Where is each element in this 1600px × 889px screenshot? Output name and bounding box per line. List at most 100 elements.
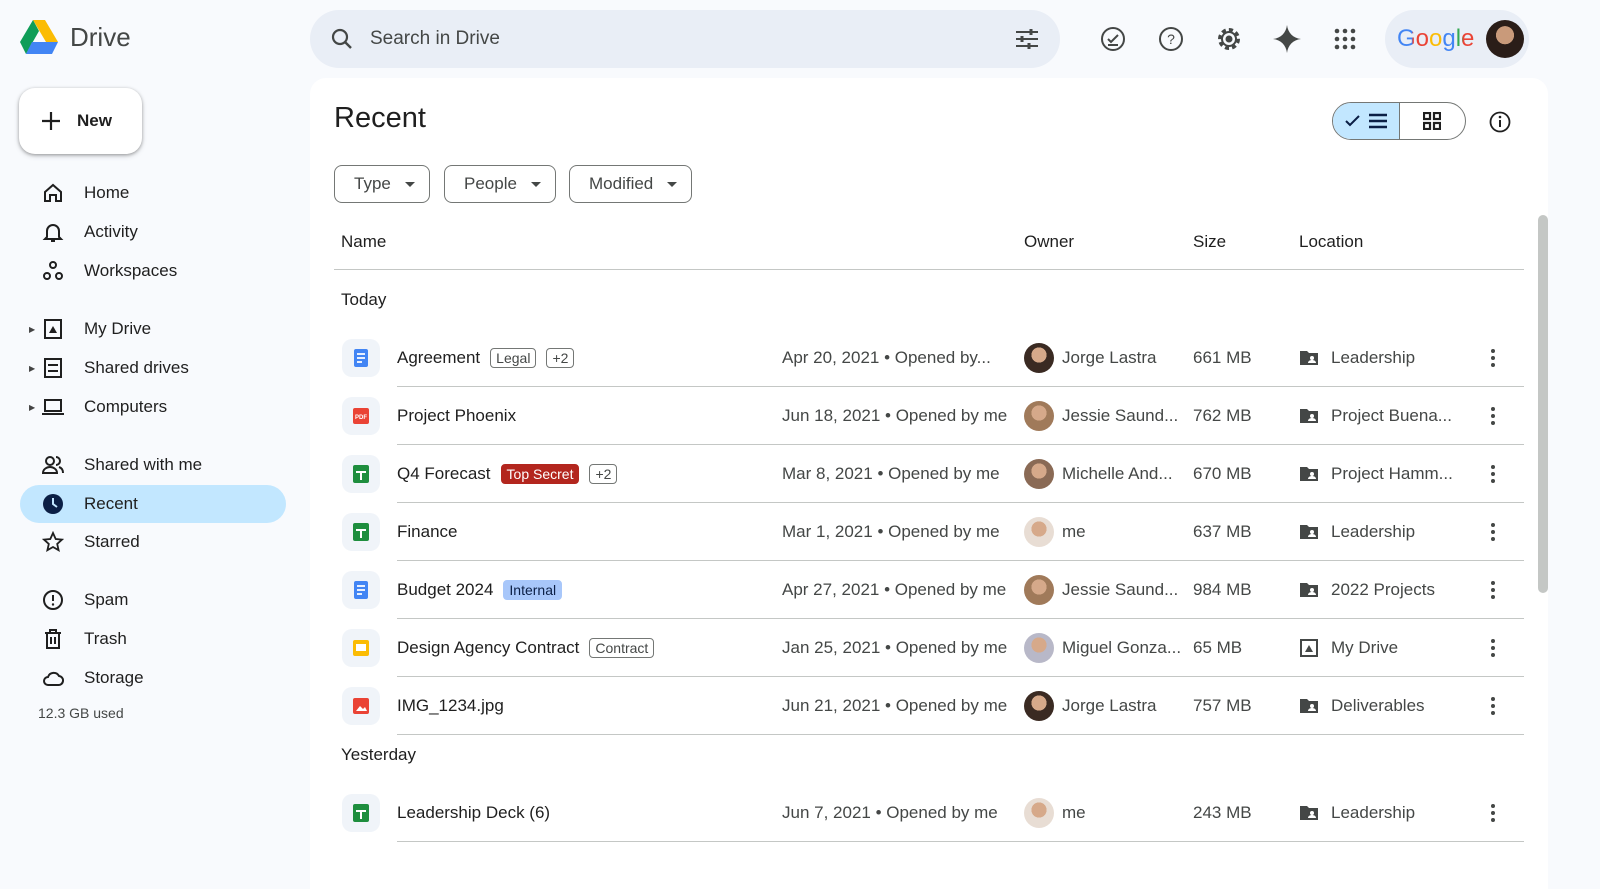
file-row[interactable]: Q4 Forecast Top Secret +2 Mar 8, 2021 • Op… bbox=[334, 445, 1524, 503]
file-location[interactable]: My Drive bbox=[1331, 638, 1399, 657]
label-tag[interactable]: Contract bbox=[589, 638, 655, 658]
owner-avatar bbox=[1024, 633, 1054, 663]
apps-grid-icon[interactable] bbox=[1328, 22, 1362, 56]
owner-avatar bbox=[1024, 401, 1054, 431]
file-name[interactable]: Budget 2024 bbox=[397, 580, 494, 599]
account-button[interactable]: Google bbox=[1385, 10, 1529, 68]
column-header-location[interactable]: Location bbox=[1299, 232, 1364, 251]
filter-label: People bbox=[464, 174, 517, 193]
owner-avatar bbox=[1024, 575, 1054, 605]
new-button[interactable]: New bbox=[19, 88, 142, 154]
sidebar-item-storage[interactable]: Storage bbox=[20, 659, 286, 697]
file-size: 984 MB bbox=[1193, 580, 1252, 599]
search-icon[interactable] bbox=[330, 27, 354, 51]
more-options-icon[interactable] bbox=[1486, 691, 1500, 721]
help-icon[interactable]: ? bbox=[1154, 22, 1188, 56]
file-name[interactable]: Q4 Forecast bbox=[397, 464, 491, 483]
label-tag[interactable]: Legal bbox=[490, 348, 537, 368]
search-input[interactable] bbox=[370, 28, 1014, 50]
search-options-icon[interactable] bbox=[1014, 27, 1040, 51]
workspaces-icon bbox=[42, 260, 64, 282]
expand-arrow-icon[interactable]: ▶ bbox=[29, 363, 36, 373]
sidebar-item-trash[interactable]: Trash bbox=[20, 620, 286, 658]
file-location[interactable]: Leadership bbox=[1331, 348, 1416, 367]
file-name[interactable]: Project Phoenix bbox=[397, 406, 517, 425]
file-location[interactable]: Deliverables bbox=[1331, 696, 1425, 715]
column-header-size[interactable]: Size bbox=[1193, 232, 1227, 251]
file-name[interactable]: Finance bbox=[397, 522, 458, 541]
file-size: 762 MB bbox=[1193, 406, 1252, 425]
list-icon bbox=[1368, 113, 1387, 129]
file-location[interactable]: Leadership bbox=[1331, 522, 1416, 541]
file-row[interactable]: IMG_1234.jpg Jun 21, 2021 • Opened by me… bbox=[334, 677, 1524, 735]
group-heading: Yesterday bbox=[341, 745, 416, 764]
info-icon[interactable] bbox=[1488, 110, 1512, 139]
scrollbar[interactable] bbox=[1538, 215, 1548, 593]
file-row[interactable]: Agreement Legal +2 Apr 20, 2021 • Opened b… bbox=[334, 329, 1524, 387]
more-options-icon[interactable] bbox=[1486, 459, 1500, 489]
file-row[interactable]: Leadership Deck (6) Jun 7, 2021 • Opened… bbox=[334, 784, 1524, 842]
row-divider bbox=[397, 386, 1524, 387]
sidebar-item-label: Shared drives bbox=[84, 358, 189, 377]
sidebar-item-starred[interactable]: Starred bbox=[20, 523, 286, 561]
more-options-icon[interactable] bbox=[1486, 343, 1500, 373]
filter-people[interactable]: People bbox=[444, 165, 556, 203]
file-row[interactable]: Budget 2024 Internal Apr 27, 2021 • Opene… bbox=[334, 561, 1524, 619]
drive-logo[interactable]: Drive bbox=[20, 20, 131, 54]
file-row[interactable]: Design Agency Contract Contract Jan 25, 2… bbox=[334, 619, 1524, 677]
file-row[interactable]: Finance Mar 1, 2021 • Opened by me me 63… bbox=[334, 503, 1524, 561]
more-options-icon[interactable] bbox=[1486, 633, 1500, 663]
owner-avatar bbox=[1024, 517, 1054, 547]
list-view-button[interactable] bbox=[1333, 103, 1400, 139]
sidebar-item-home[interactable]: Home bbox=[20, 174, 286, 212]
shared-folder-icon bbox=[1300, 525, 1318, 539]
file-name[interactable]: Design Agency Contract bbox=[397, 638, 580, 657]
offline-ready-icon[interactable] bbox=[1096, 22, 1130, 56]
sidebar-item-label: Trash bbox=[84, 629, 127, 648]
file-name[interactable]: Agreement bbox=[397, 348, 481, 367]
settings-icon[interactable] bbox=[1212, 22, 1246, 56]
file-name[interactable]: Leadership Deck (6) bbox=[397, 803, 551, 822]
file-location[interactable]: Leadership bbox=[1331, 803, 1416, 822]
file-date: Jun 18, 2021 • Opened by me bbox=[782, 406, 1008, 425]
sidebar-item-shared-drives[interactable]: ▶ Shared drives bbox=[20, 349, 286, 387]
label-tag[interactable]: +2 bbox=[589, 464, 618, 484]
owner-name: Michelle And... bbox=[1062, 464, 1173, 483]
user-avatar[interactable] bbox=[1486, 20, 1525, 58]
file-row[interactable]: PDF Project Phoenix Jun 18, 2021 • Opene… bbox=[334, 387, 1524, 445]
grid-view-button[interactable] bbox=[1400, 103, 1466, 139]
view-toggle[interactable] bbox=[1332, 102, 1466, 140]
label-tag[interactable]: +2 bbox=[546, 348, 575, 368]
sidebar-item-spam[interactable]: Spam bbox=[20, 581, 286, 619]
shared-drives-icon bbox=[42, 357, 64, 379]
shared-folder-icon bbox=[1300, 583, 1318, 597]
more-options-icon[interactable] bbox=[1486, 575, 1500, 605]
label-tag[interactable]: Top Secret bbox=[500, 464, 580, 484]
file-name[interactable]: IMG_1234.jpg bbox=[397, 696, 504, 715]
more-options-icon[interactable] bbox=[1486, 798, 1500, 828]
expand-arrow-icon[interactable]: ▶ bbox=[29, 402, 36, 412]
sidebar-item-label: Home bbox=[84, 183, 130, 202]
column-header-name[interactable]: Name bbox=[341, 232, 387, 251]
file-location[interactable]: Project Hamm... bbox=[1331, 464, 1453, 483]
filter-modified[interactable]: Modified bbox=[569, 165, 693, 203]
sidebar-item-computers[interactable]: ▶ Computers bbox=[20, 388, 286, 426]
sidebar-item-workspaces[interactable]: Workspaces bbox=[20, 252, 286, 290]
search-bar[interactable] bbox=[310, 10, 1060, 68]
sidebar-item-shared-with-me[interactable]: Shared with me bbox=[20, 446, 286, 484]
file-location[interactable]: 2022 Projects bbox=[1331, 580, 1435, 599]
filter-type[interactable]: Type bbox=[334, 165, 430, 203]
column-header-owner[interactable]: Owner bbox=[1024, 232, 1075, 251]
sidebar-item-recent[interactable]: Recent bbox=[20, 485, 286, 523]
expand-arrow-icon[interactable]: ▶ bbox=[29, 324, 36, 334]
file-size: 670 MB bbox=[1193, 464, 1252, 483]
gemini-icon[interactable] bbox=[1270, 22, 1304, 56]
more-options-icon[interactable] bbox=[1486, 401, 1500, 431]
label-tag[interactable]: Internal bbox=[503, 580, 563, 600]
sidebar-item-activity[interactable]: Activity bbox=[20, 213, 286, 251]
more-options-icon[interactable] bbox=[1486, 517, 1500, 547]
file-location[interactable]: Project Buena... bbox=[1331, 406, 1452, 425]
owner-name: Jorge Lastra bbox=[1062, 348, 1157, 367]
sidebar-item-my-drive[interactable]: ▶ My Drive bbox=[20, 310, 286, 348]
shared-folder-icon bbox=[1300, 409, 1318, 423]
